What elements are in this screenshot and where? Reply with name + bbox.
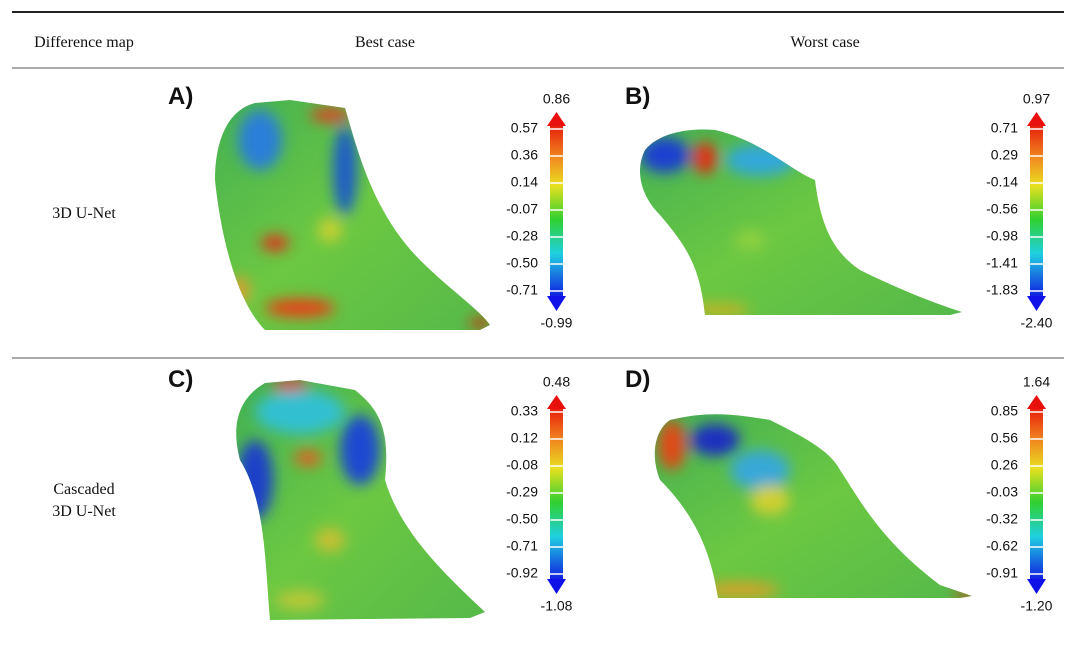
colorbar-tick-label: 0.29 bbox=[991, 147, 1018, 163]
colorbar-min-label: -1.08 bbox=[541, 598, 573, 614]
colorbar-tick-label: 0.36 bbox=[511, 147, 538, 163]
colorbar-tick-label: -0.50 bbox=[506, 511, 538, 527]
header-cell: Difference map bbox=[34, 34, 134, 51]
row-label: 3D U-Net bbox=[52, 205, 116, 222]
colorbar-tick-label: 0.56 bbox=[991, 430, 1018, 446]
colorbar-tick-label: -1.83 bbox=[986, 282, 1018, 298]
colorbar-arrow-up bbox=[547, 112, 566, 126]
colorbar-tick-label: -0.71 bbox=[506, 282, 538, 298]
colorbar-tick-label: -0.32 bbox=[986, 511, 1018, 527]
colorbar-min-label: -0.99 bbox=[541, 315, 573, 331]
header-cell: Worst case bbox=[790, 34, 859, 51]
colorbar-tick-label: 0.85 bbox=[991, 403, 1018, 419]
colorbar-tick-label: -0.92 bbox=[506, 565, 538, 581]
colorbar-arrow-up bbox=[547, 395, 566, 409]
panel-label: C) bbox=[168, 366, 193, 393]
colorbar-tick-label: -0.91 bbox=[986, 565, 1018, 581]
colorbar-tick-label: 0.12 bbox=[511, 430, 538, 446]
colorbar-max-label: 0.86 bbox=[543, 91, 570, 107]
colorbar bbox=[1030, 126, 1043, 296]
panel-label: B) bbox=[625, 83, 650, 110]
colorbar-arrow-up bbox=[1027, 395, 1046, 409]
colorbar-arrow-down bbox=[547, 579, 566, 594]
colorbar-tick-label: -0.62 bbox=[986, 538, 1018, 554]
surface-render bbox=[225, 375, 495, 625]
colorbar-tick-label: -0.50 bbox=[506, 255, 538, 271]
colorbar-tick-label: -0.28 bbox=[506, 228, 538, 244]
colorbar-tick-label: -0.98 bbox=[986, 228, 1018, 244]
colorbar-max-label: 0.97 bbox=[1023, 91, 1050, 107]
colorbar-arrow-down bbox=[1027, 296, 1046, 311]
colorbar bbox=[550, 409, 563, 579]
body: Difference map Best case Worst case bbox=[0, 0, 1068, 646]
surface-render bbox=[630, 120, 970, 320]
colorbar-tick-label: 0.71 bbox=[991, 120, 1018, 136]
colorbar-tick-label: -0.56 bbox=[986, 201, 1018, 217]
panel-label: D) bbox=[625, 366, 650, 393]
colorbar-tick-label: -0.71 bbox=[506, 538, 538, 554]
colorbar-tick-label: -0.07 bbox=[506, 201, 538, 217]
colorbar-max-label: 0.48 bbox=[543, 374, 570, 390]
colorbar-arrow-down bbox=[547, 296, 566, 311]
colorbar-tick-label: -0.14 bbox=[986, 174, 1018, 190]
colorbar-tick-label: -0.29 bbox=[506, 484, 538, 500]
row-label: Cascaded bbox=[53, 481, 114, 498]
colorbar-tick-label: -1.41 bbox=[986, 255, 1018, 271]
colorbar-tick-label: 0.26 bbox=[991, 457, 1018, 473]
colorbar bbox=[1030, 409, 1043, 579]
surface-render bbox=[200, 90, 500, 340]
panel-label: A) bbox=[168, 83, 193, 110]
colorbar-tick-label: 0.14 bbox=[511, 174, 538, 190]
colorbar-tick-label: 0.33 bbox=[511, 403, 538, 419]
header-cell: Best case bbox=[355, 34, 415, 51]
surface-render bbox=[645, 405, 980, 605]
colorbar-arrow-up bbox=[1027, 112, 1046, 126]
colorbar bbox=[550, 126, 563, 296]
figure-table: Difference map Best case Worst case bbox=[0, 0, 1068, 646]
row-label: 3D U-Net bbox=[52, 503, 116, 520]
colorbar-tick-label: -0.03 bbox=[986, 484, 1018, 500]
colorbar-max-label: 1.64 bbox=[1023, 374, 1050, 390]
colorbar-tick-label: 0.57 bbox=[511, 120, 538, 136]
colorbar-min-label: -1.20 bbox=[1021, 598, 1053, 614]
colorbar-arrow-down bbox=[1027, 579, 1046, 594]
page: {"table": { "header": ["Difference map",… bbox=[0, 0, 1068, 646]
colorbar-tick-label: -0.08 bbox=[506, 457, 538, 473]
colorbar-min-label: -2.40 bbox=[1021, 315, 1053, 331]
